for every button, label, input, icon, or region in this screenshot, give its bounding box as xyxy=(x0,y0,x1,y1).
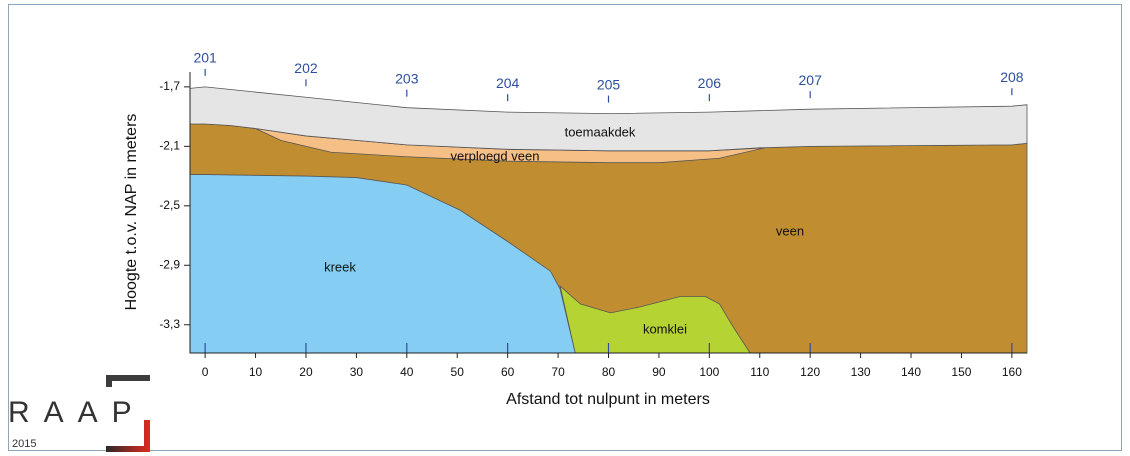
borehole-label: 203 xyxy=(395,70,419,86)
borehole-label: 202 xyxy=(294,60,318,76)
layer xyxy=(189,86,1028,152)
x-tick-label: 50 xyxy=(451,365,465,379)
frame xyxy=(8,4,1122,451)
borehole-label: 201 xyxy=(193,50,217,66)
x-tick-label: 90 xyxy=(652,365,666,379)
x-tick-label: 20 xyxy=(299,365,313,379)
y-tick-label: -2,5 xyxy=(159,198,180,212)
layer-label: komklei xyxy=(643,321,687,336)
logo: RAAP 2015 xyxy=(8,375,150,452)
borehole-label: 205 xyxy=(597,76,621,92)
logo-bracket-top xyxy=(106,375,150,387)
y-axis-label: Hoogte t.o.v. NAP in meters xyxy=(123,114,140,311)
logo-text: RAAP xyxy=(8,396,146,429)
borehole-label: 206 xyxy=(698,75,722,91)
x-tick-label: 120 xyxy=(800,365,820,379)
borehole-label: 204 xyxy=(496,75,520,91)
borehole-label: 208 xyxy=(1000,69,1024,85)
x-tick-label: 30 xyxy=(350,365,364,379)
logo-year: 2015 xyxy=(12,438,36,450)
layer-label: toemaakdek xyxy=(565,124,636,139)
layer-label: kreek xyxy=(324,259,356,274)
borehole-label: 207 xyxy=(799,72,823,88)
x-tick-label: 40 xyxy=(400,365,414,379)
y-tick-label: -3,3 xyxy=(159,317,180,331)
x-tick-label: 110 xyxy=(750,365,769,379)
y-tick-label: -2,9 xyxy=(159,257,180,271)
x-tick-label: 70 xyxy=(551,365,565,379)
x-tick-label: 150 xyxy=(951,365,971,379)
x-tick-label: 0 xyxy=(202,365,209,379)
layer-label: veen xyxy=(776,223,804,238)
x-tick-label: 80 xyxy=(602,365,616,379)
x-tick-label: 140 xyxy=(901,365,921,379)
x-tick-label: 10 xyxy=(249,365,263,379)
x-axis-label: Afstand tot nulpunt in meters xyxy=(506,391,710,408)
x-tick-label: 60 xyxy=(501,365,515,379)
plot: veen verploegd veen kreek komklei toemaakdek… xyxy=(159,50,1028,379)
layer-label: verploegd veen xyxy=(451,148,540,163)
x-tick-label: 160 xyxy=(1002,365,1022,379)
y-tick-label: -1,7 xyxy=(159,79,180,93)
x-tick-label: 100 xyxy=(699,365,719,379)
x-tick-label: 130 xyxy=(851,365,871,379)
y-tick-label: -2,1 xyxy=(159,139,180,153)
logo-bracket-bottom xyxy=(106,420,150,452)
